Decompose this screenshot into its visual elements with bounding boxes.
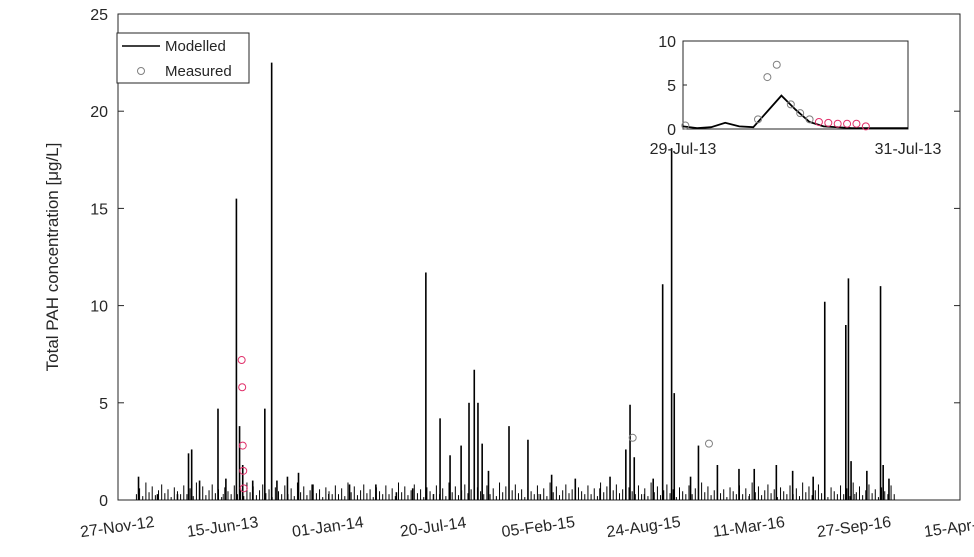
y-tick-label: 20 <box>90 104 108 121</box>
inset-plot-frame <box>682 40 909 130</box>
x-tick-label: 27-Sep-16 <box>816 514 892 541</box>
inset-measured-point <box>805 115 814 124</box>
measured-point <box>704 439 713 448</box>
x-tick-label: 01-Jan-14 <box>291 514 365 541</box>
x-tick-label: 15-Jun-13 <box>186 514 260 541</box>
inset-measured-point <box>852 119 861 128</box>
y-axis-label: Total PAH concentration [μg/L] <box>43 143 62 372</box>
inset-x-tick-label: 31-Jul-13 <box>875 141 942 158</box>
inset-measured-point <box>796 109 805 118</box>
legend-modelled-label: Modelled <box>165 38 226 55</box>
main-plot-area: 0 5 10 15 20 25 27-Nov-12 15-Jun-13 01-Jan-14 20-… <box>79 7 974 541</box>
x-tick-label: 11-Mar-16 <box>712 514 786 541</box>
legend-box <box>116 32 250 84</box>
measured-point <box>238 383 247 392</box>
inset-measured-point <box>833 119 842 128</box>
inset-measured-point <box>786 100 795 109</box>
measured-point <box>628 433 637 442</box>
x-tick-label: 20-Jul-14 <box>399 514 468 540</box>
x-tick-label: 24-Aug-15 <box>605 514 681 541</box>
y-tick-label: 10 <box>90 299 108 316</box>
legend: Modelled Measured <box>116 32 250 84</box>
inset-measured-point <box>763 73 772 82</box>
inset-measured-point <box>843 119 852 128</box>
legend-measured-label: Measured <box>165 63 232 80</box>
y-tick-label: 5 <box>99 396 108 413</box>
inset-measured-point <box>754 115 762 124</box>
measured-point <box>238 441 247 450</box>
inset-y-tick-label: 5 <box>667 78 676 95</box>
inset-y-tick-label: 10 <box>658 34 676 51</box>
x-tick-label: 05-Feb-15 <box>501 514 577 541</box>
inset-measured-point <box>824 118 833 127</box>
x-tick-label: 15-Apr-17 <box>923 514 974 541</box>
inset-measured-point <box>681 121 690 130</box>
measured-point <box>239 484 248 493</box>
inset-measured-point <box>814 117 823 126</box>
measured-point <box>239 466 248 475</box>
inset-x-tick-label: 29-Jul-13 <box>650 141 717 158</box>
y-tick-label: 25 <box>90 7 108 24</box>
y-tick-label: 0 <box>99 493 108 510</box>
y-tick-label: 15 <box>90 201 108 218</box>
inset-measured-point <box>772 60 781 69</box>
legend-measured-marker <box>137 67 145 75</box>
inset-plot-area: 0 5 10 29-Jul-13 31-Jul-13 <box>650 34 942 158</box>
inset-measured-point <box>861 122 870 131</box>
inset-modelled-line <box>682 94 908 130</box>
inset-y-tick-label: 0 <box>667 122 676 139</box>
measured-point <box>237 356 246 365</box>
x-tick-label: 27-Nov-12 <box>79 514 155 541</box>
